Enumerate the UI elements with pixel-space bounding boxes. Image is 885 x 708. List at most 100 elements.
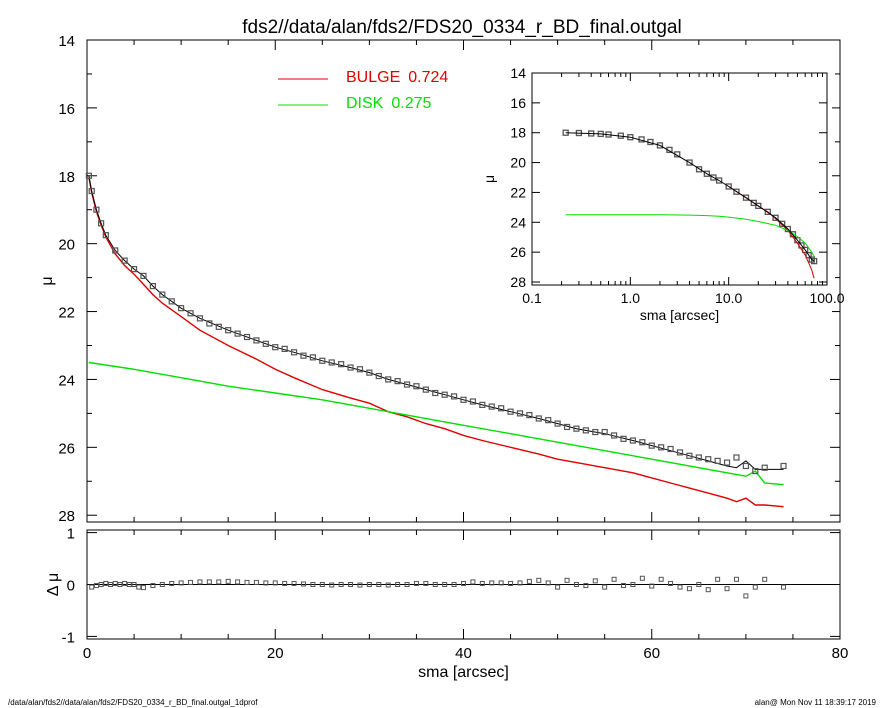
inset-plot-frame bbox=[531, 72, 828, 286]
footer-file-path: /data/alan/fds2//data/alan/fds2/FDS20_03… bbox=[8, 698, 258, 707]
data-point-marker bbox=[563, 423, 571, 431]
data-point-marker bbox=[658, 444, 665, 451]
data-point-marker bbox=[488, 403, 495, 410]
inset-data-point-marker bbox=[733, 188, 740, 195]
inset-y-tick-label: 20 bbox=[510, 155, 526, 171]
data-point-marker bbox=[338, 361, 345, 368]
data-point-marker bbox=[168, 298, 175, 305]
inset-data-point-marker bbox=[772, 214, 779, 221]
data-point-marker bbox=[93, 206, 100, 213]
data-point-marker bbox=[102, 232, 109, 239]
main-profile-panel: 14 16 18 20 22 24 26 28 μ BULGE 0.724 DISK 0.275 bbox=[39, 33, 841, 525]
residual-point-marker bbox=[545, 580, 551, 586]
data-point-marker bbox=[733, 454, 740, 461]
residual-point-marker bbox=[743, 593, 749, 599]
bulge-profile-line bbox=[88, 177, 784, 508]
inset-x-tick-label: 100.0 bbox=[809, 290, 844, 306]
residual-point-marker bbox=[508, 580, 514, 586]
data-point-marker bbox=[498, 405, 505, 412]
residual-point-marker bbox=[140, 585, 146, 591]
inset-data-point-marker bbox=[742, 194, 750, 201]
inset-y-tick-label: 14 bbox=[510, 65, 526, 81]
data-point-marker bbox=[526, 411, 533, 419]
residual-point-marker bbox=[592, 578, 598, 584]
residual-point-marker bbox=[291, 580, 297, 586]
inset-data-point-marker bbox=[755, 202, 762, 210]
residual-point-marker bbox=[126, 582, 132, 587]
data-point-marker bbox=[714, 457, 721, 465]
data-point-marker bbox=[281, 345, 288, 352]
inset-data-point-marker bbox=[810, 257, 818, 265]
residual-point-marker bbox=[555, 584, 561, 590]
inset-data-point-marker bbox=[764, 208, 771, 215]
residual-point-marker bbox=[658, 576, 664, 582]
data-point-marker bbox=[573, 425, 580, 432]
residual-point-marker bbox=[611, 576, 617, 582]
residual-point-marker bbox=[630, 582, 636, 587]
residual-point-marker bbox=[235, 579, 241, 585]
data-point-marker bbox=[88, 187, 95, 195]
residual-point-marker bbox=[216, 579, 222, 585]
inset-y-tick-label: 26 bbox=[510, 244, 526, 260]
data-point-marker bbox=[780, 462, 787, 470]
residual-point-marker bbox=[338, 582, 344, 587]
residual-point-marker bbox=[762, 576, 768, 582]
y-tick-label: 24 bbox=[58, 372, 75, 389]
legend-label-bulge: BULGE 0.724 bbox=[346, 69, 448, 86]
residual-panel: 0 20 40 60 80 -1 0 1 sma [arcsec] Δ μ bbox=[45, 526, 848, 681]
data-point-marker bbox=[196, 315, 204, 322]
residual-point-marker bbox=[470, 579, 476, 585]
data-point-marker bbox=[582, 427, 589, 434]
residual-point-marker bbox=[159, 582, 165, 587]
residual-point-marker bbox=[724, 586, 730, 592]
data-point-marker bbox=[432, 389, 439, 397]
inset-x-tick-label: 1.0 bbox=[621, 290, 641, 306]
data-point-marker bbox=[535, 415, 542, 422]
data-point-marker bbox=[225, 327, 232, 334]
data-point-marker bbox=[450, 393, 458, 400]
y-tick-label: 0 bbox=[67, 578, 75, 595]
inset-y-tick-label: 22 bbox=[510, 184, 526, 200]
residual-point-marker bbox=[621, 583, 627, 589]
y-axis-label: μ bbox=[39, 276, 56, 285]
data-point-marker bbox=[610, 432, 618, 439]
data-point-marker bbox=[592, 428, 599, 436]
residual-point-marker bbox=[206, 579, 212, 585]
data-point-marker bbox=[347, 364, 354, 371]
residual-point-marker bbox=[188, 579, 194, 585]
residual-point-marker bbox=[131, 582, 137, 587]
inset-data-point-marker bbox=[686, 159, 693, 166]
residual-point-marker bbox=[461, 580, 466, 586]
data-point-marker bbox=[507, 408, 514, 415]
residual-point-marker bbox=[253, 579, 259, 585]
residual-point-marker bbox=[705, 587, 711, 593]
residual-point-marker bbox=[517, 580, 523, 586]
residual-point-marker bbox=[451, 582, 457, 587]
data-point-marker bbox=[403, 381, 411, 388]
residual-point-marker bbox=[376, 582, 382, 587]
residual-point-marker bbox=[197, 579, 203, 585]
data-point-marker bbox=[328, 359, 335, 366]
y-tick-label: 16 bbox=[58, 101, 75, 118]
residual-point-marker bbox=[639, 575, 645, 581]
residual-point-marker bbox=[498, 580, 504, 586]
residual-point-marker bbox=[404, 582, 410, 587]
x-tick-label: 20 bbox=[267, 645, 284, 662]
residual-point-marker bbox=[300, 581, 306, 587]
data-point-marker bbox=[309, 354, 316, 361]
residual-point-marker bbox=[310, 582, 316, 587]
residual-point-marker bbox=[89, 584, 95, 590]
chart-title: fds2//data/alan/fds2/FDS20_0334_r_BD_fin… bbox=[242, 17, 681, 38]
residual-point-marker bbox=[108, 582, 114, 587]
data-point-marker bbox=[159, 291, 166, 298]
residual-point-marker bbox=[489, 580, 495, 586]
data-point-marker bbox=[300, 352, 307, 359]
inset-y-tick-label: 24 bbox=[510, 214, 526, 230]
residual-point-marker bbox=[366, 582, 372, 587]
data-point-marker bbox=[667, 445, 674, 453]
residual-point-marker bbox=[169, 580, 175, 586]
residual-point-marker bbox=[649, 583, 655, 589]
data-point-marker bbox=[375, 372, 382, 380]
inset-y-tick-label: 16 bbox=[510, 95, 526, 111]
